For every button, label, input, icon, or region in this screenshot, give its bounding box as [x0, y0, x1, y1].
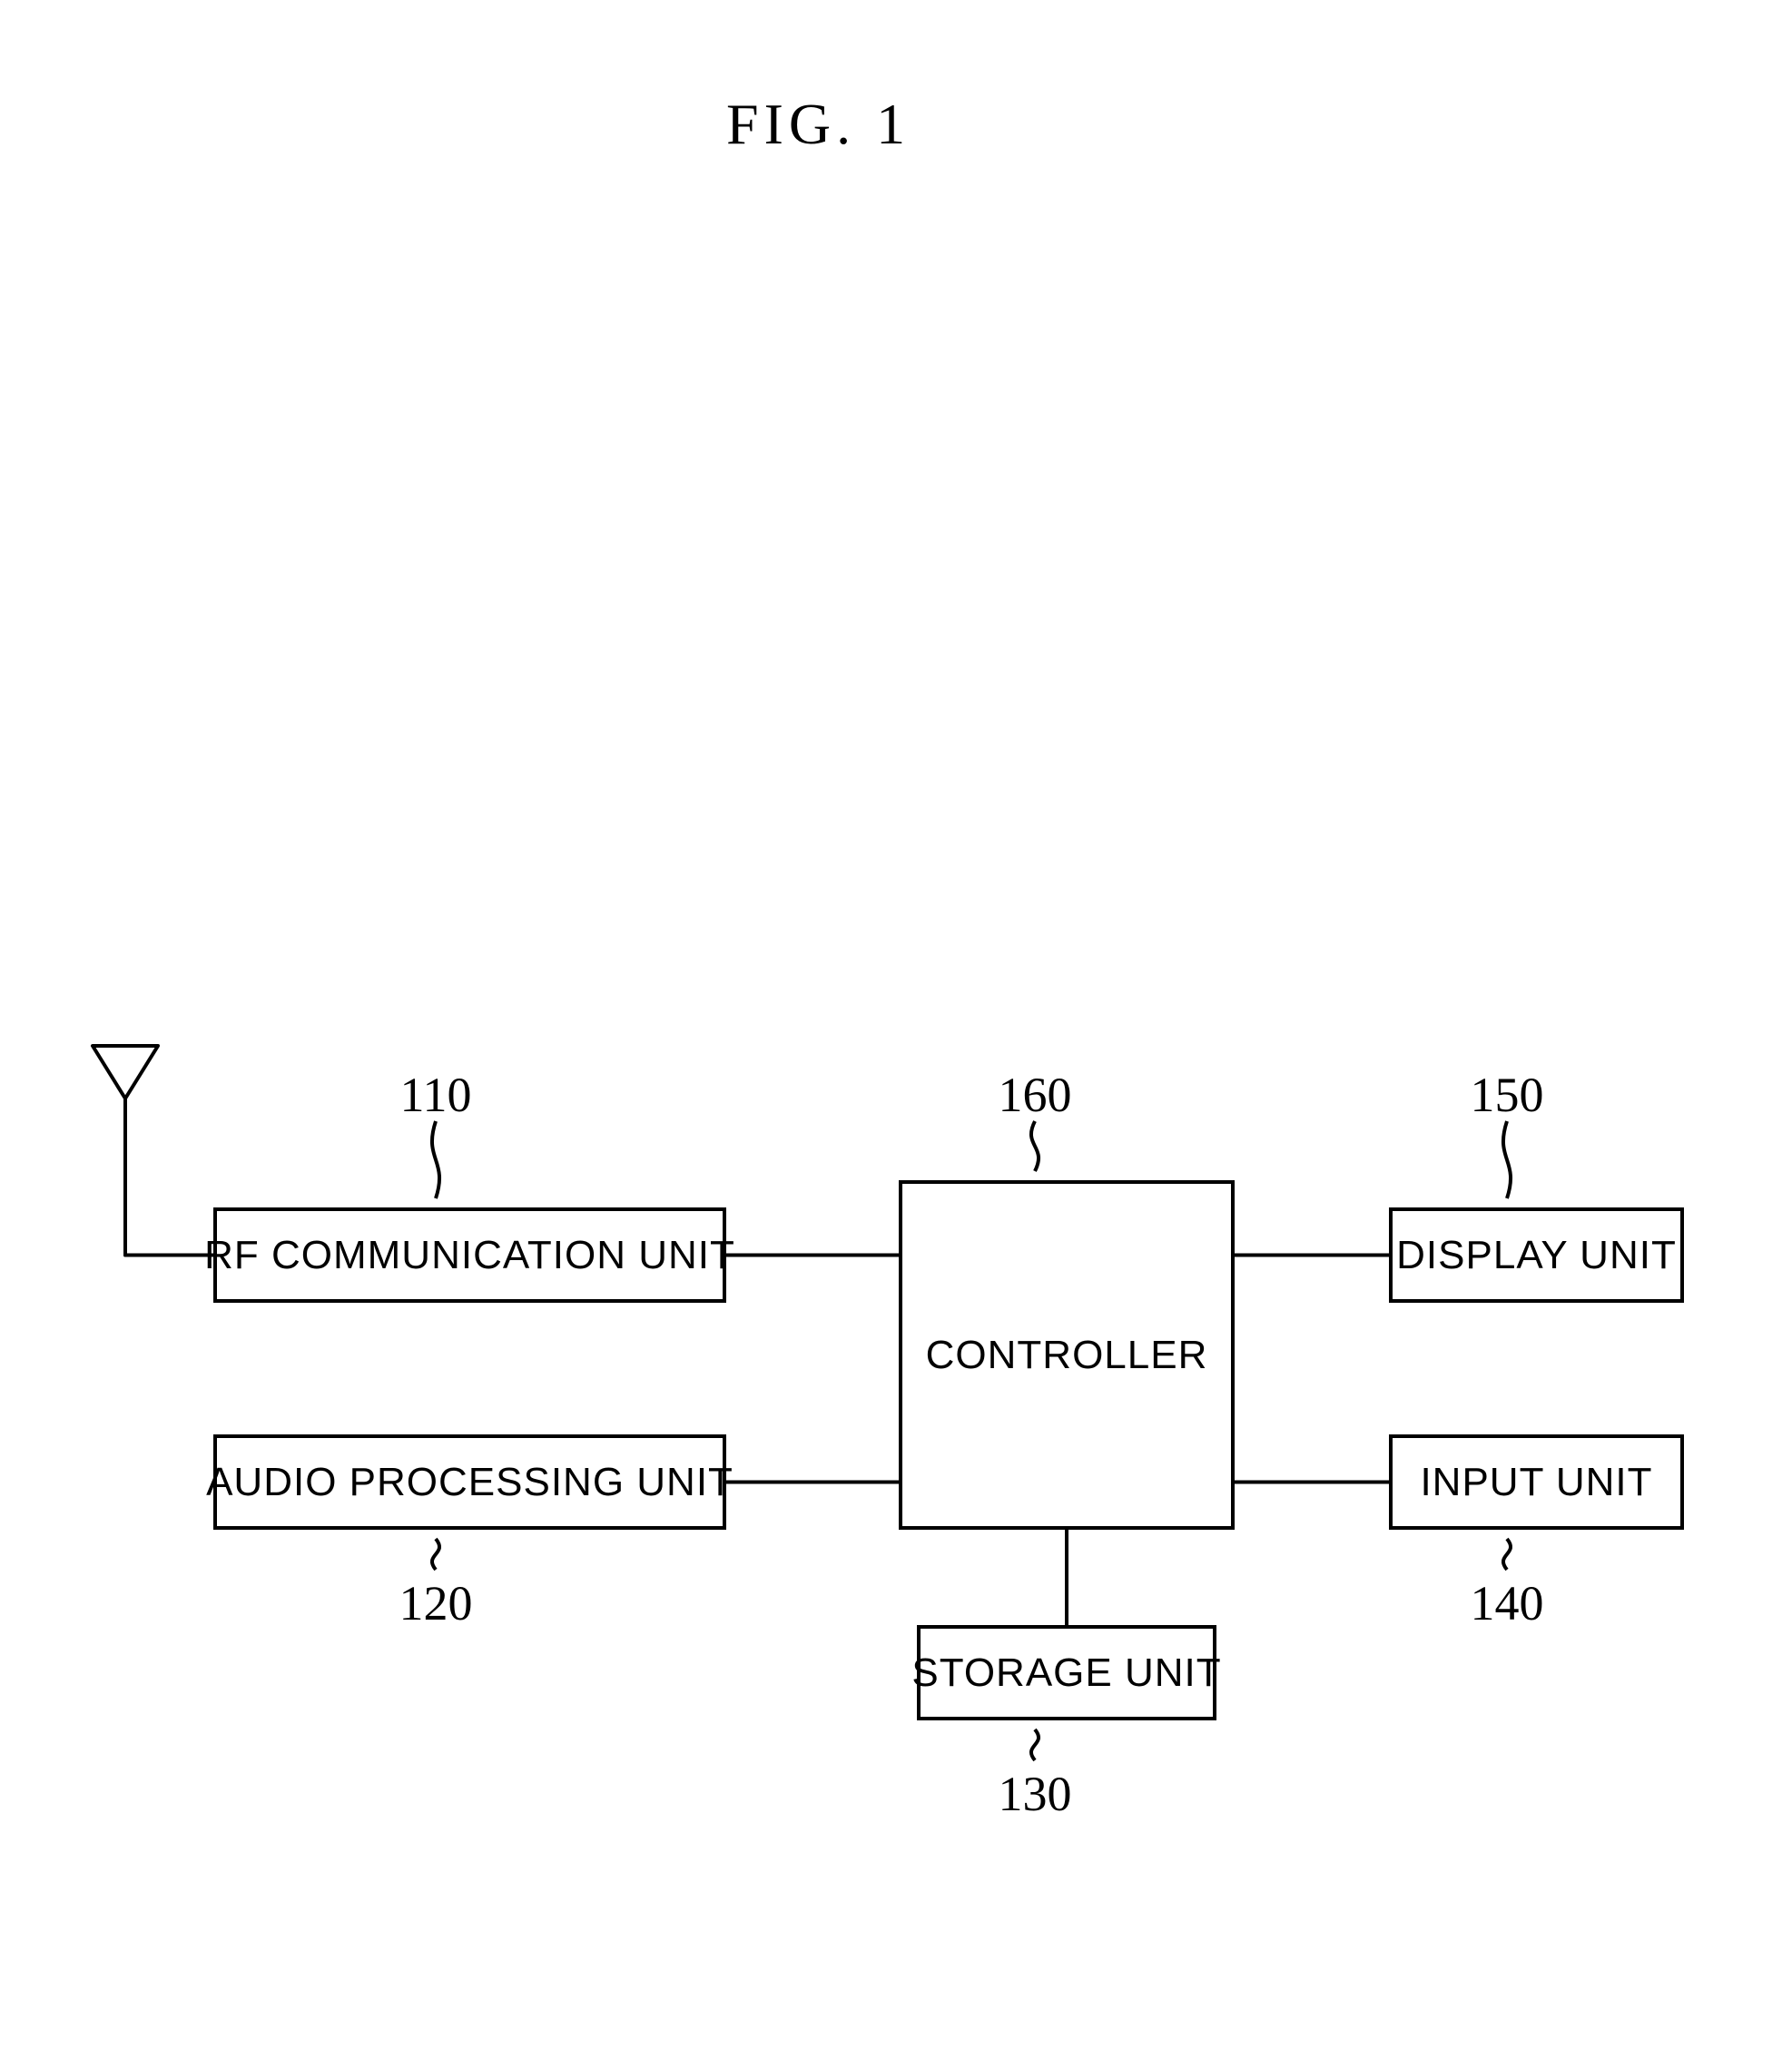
block-display-unit: DISPLAY UNIT: [1389, 1207, 1684, 1303]
ref-160: 160: [990, 1067, 1080, 1123]
block-input-unit: INPUT UNIT: [1389, 1434, 1684, 1530]
block-storage-unit: STORAGE UNIT: [917, 1625, 1216, 1720]
ref-120: 120: [390, 1575, 481, 1631]
block-audio-processing-unit: AUDIO PROCESSING UNIT: [213, 1434, 726, 1530]
ref-130: 130: [990, 1766, 1080, 1822]
ref-140: 140: [1462, 1575, 1552, 1631]
ref-110: 110: [390, 1067, 481, 1123]
diagram-lines: [0, 0, 1792, 2069]
block-rf-communication-unit: RF COMMUNICATION UNIT: [213, 1207, 726, 1303]
block-controller: CONTROLLER: [899, 1180, 1235, 1530]
ref-150: 150: [1462, 1067, 1552, 1123]
figure-title: FIG. 1: [726, 91, 911, 158]
